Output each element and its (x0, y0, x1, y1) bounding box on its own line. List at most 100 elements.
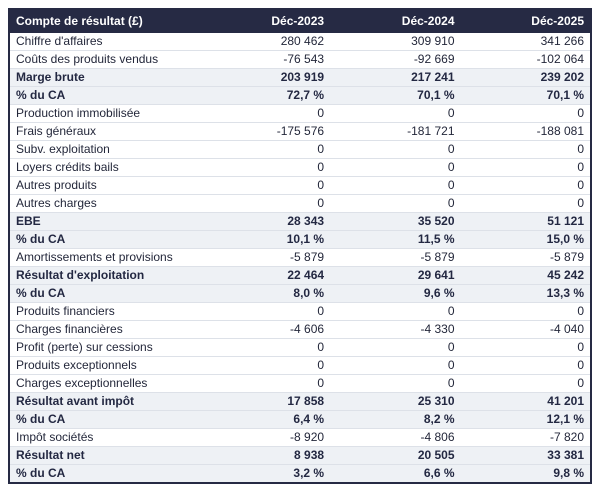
table-row: Impôt sociétés -8 920 -4 806 -7 820 (9, 428, 591, 447)
table-row: Production immobilisée 0 0 0 (9, 104, 591, 123)
table-row: Profit (perte) sur cessions 0 0 0 (9, 338, 591, 357)
cell-value: 0 (460, 302, 591, 321)
cell-value: 22 464 (199, 266, 331, 285)
cell-value: 0 (460, 356, 591, 375)
row-label: Autres charges (9, 194, 200, 213)
table-row: Chiffre d'affaires 280 462 309 910 341 266 (9, 33, 591, 51)
cell-value: 280 462 (199, 33, 331, 51)
cell-value: 0 (199, 338, 331, 357)
row-label: Loyers crédits bails (9, 158, 200, 177)
header-cell-dec-2024: Déc-2024 (330, 9, 461, 33)
row-label: % du CA (9, 410, 200, 429)
row-label: Résultat d'exploitation (9, 266, 200, 285)
cell-value: 0 (330, 302, 461, 321)
cell-value: -76 543 (199, 50, 331, 69)
cell-value: -175 576 (199, 122, 331, 141)
table-row: % du CA 6,4 % 8,2 % 12,1 % (9, 410, 591, 429)
cell-value: -7 820 (460, 428, 591, 447)
cell-value: 6,4 % (199, 410, 331, 429)
row-label: Profit (perte) sur cessions (9, 338, 200, 357)
table-row: Résultat d'exploitation 22 464 29 641 45 24… (9, 266, 591, 285)
row-label: Charges financières (9, 320, 200, 339)
cell-value: 0 (460, 194, 591, 213)
table-row: % du CA 3,2 % 6,6 % 9,8 % (9, 464, 591, 483)
row-label: Produits exceptionnels (9, 356, 200, 375)
cell-value: -181 721 (330, 122, 461, 141)
table-header-row: Compte de résultat (£) Déc-2023 Déc-2024… (9, 9, 591, 33)
income-statement-table: Compte de résultat (£) Déc-2023 Déc-2024… (8, 8, 592, 484)
cell-value: -5 879 (330, 248, 461, 267)
table-row: % du CA 10,1 % 11,5 % 15,0 % (9, 230, 591, 249)
table-row: Produits financiers 0 0 0 (9, 302, 591, 321)
cell-value: 25 310 (330, 392, 461, 411)
cell-value: -102 064 (460, 50, 591, 69)
cell-value: -5 879 (199, 248, 331, 267)
row-label: % du CA (9, 230, 200, 249)
cell-value: 12,1 % (460, 410, 591, 429)
cell-value: -4 040 (460, 320, 591, 339)
cell-value: 0 (460, 140, 591, 159)
cell-value: 0 (460, 338, 591, 357)
row-label: Coûts des produits vendus (9, 50, 200, 69)
row-label: Marge brute (9, 68, 200, 87)
cell-value: 0 (199, 140, 331, 159)
header-cell-dec-2023: Déc-2023 (199, 9, 331, 33)
cell-value: 72,7 % (199, 86, 331, 105)
table-row: Résultat avant impôt 17 858 25 310 41 201 (9, 392, 591, 411)
row-label: Chiffre d'affaires (9, 33, 200, 51)
table-row: Autres charges 0 0 0 (9, 194, 591, 213)
cell-value: 8,0 % (199, 284, 331, 303)
cell-value: 9,8 % (460, 464, 591, 483)
cell-value: 28 343 (199, 212, 331, 231)
cell-value: 0 (460, 104, 591, 123)
cell-value: 203 919 (199, 68, 331, 87)
table-row: Coûts des produits vendus -76 543 -92 669-… (9, 50, 591, 69)
cell-value: -92 669 (330, 50, 461, 69)
cell-value: 0 (330, 104, 461, 123)
row-label: Frais généraux (9, 122, 200, 141)
row-label: Production immobilisée (9, 104, 200, 123)
header-cell-label: Compte de résultat (£) (9, 9, 200, 33)
cell-value: 0 (330, 176, 461, 195)
cell-value: 6,6 % (330, 464, 461, 483)
cell-value: 70,1 % (460, 86, 591, 105)
row-label: % du CA (9, 464, 200, 483)
cell-value: 0 (460, 176, 591, 195)
cell-value: -188 081 (460, 122, 591, 141)
table-row: % du CA 72,7 % 70,1 % 70,1 % (9, 86, 591, 105)
table-row: Résultat net 8 938 20 505 33 381 (9, 446, 591, 465)
cell-value: 0 (330, 194, 461, 213)
cell-value: 9,6 % (330, 284, 461, 303)
row-label: Résultat net (9, 446, 200, 465)
table-row: Autres produits 0 0 0 (9, 176, 591, 195)
cell-value: 0 (460, 374, 591, 393)
cell-value: 29 641 (330, 266, 461, 285)
row-label: Autres produits (9, 176, 200, 195)
cell-value: 0 (330, 158, 461, 177)
row-label: EBE (9, 212, 200, 231)
cell-value: 20 505 (330, 446, 461, 465)
cell-value: -8 920 (199, 428, 331, 447)
cell-value: 239 202 (460, 68, 591, 87)
table-body: Chiffre d'affaires 280 462 309 910 341 266 C… (9, 33, 591, 483)
row-label: Produits financiers (9, 302, 200, 321)
cell-value: 341 266 (460, 33, 591, 51)
table-row: EBE 28 343 35 520 51 121 (9, 212, 591, 231)
cell-value: 0 (330, 140, 461, 159)
row-label: Résultat avant impôt (9, 392, 200, 411)
cell-value: 0 (199, 158, 331, 177)
cell-value: 0 (460, 158, 591, 177)
table-row: Frais généraux -175 576 -181 721 -188 081 (9, 122, 591, 141)
table-row: Loyers crédits bails 0 0 0 (9, 158, 591, 177)
header-cell-dec-2025: Déc-2025 (460, 9, 591, 33)
cell-value: 51 121 (460, 212, 591, 231)
cell-value: 33 381 (460, 446, 591, 465)
cell-value: -4 806 (330, 428, 461, 447)
row-label: Subv. exploitation (9, 140, 200, 159)
row-label: Impôt sociétés (9, 428, 200, 447)
cell-value: 8 938 (199, 446, 331, 465)
cell-value: 17 858 (199, 392, 331, 411)
cell-value: 309 910 (330, 33, 461, 51)
cell-value: 10,1 % (199, 230, 331, 249)
